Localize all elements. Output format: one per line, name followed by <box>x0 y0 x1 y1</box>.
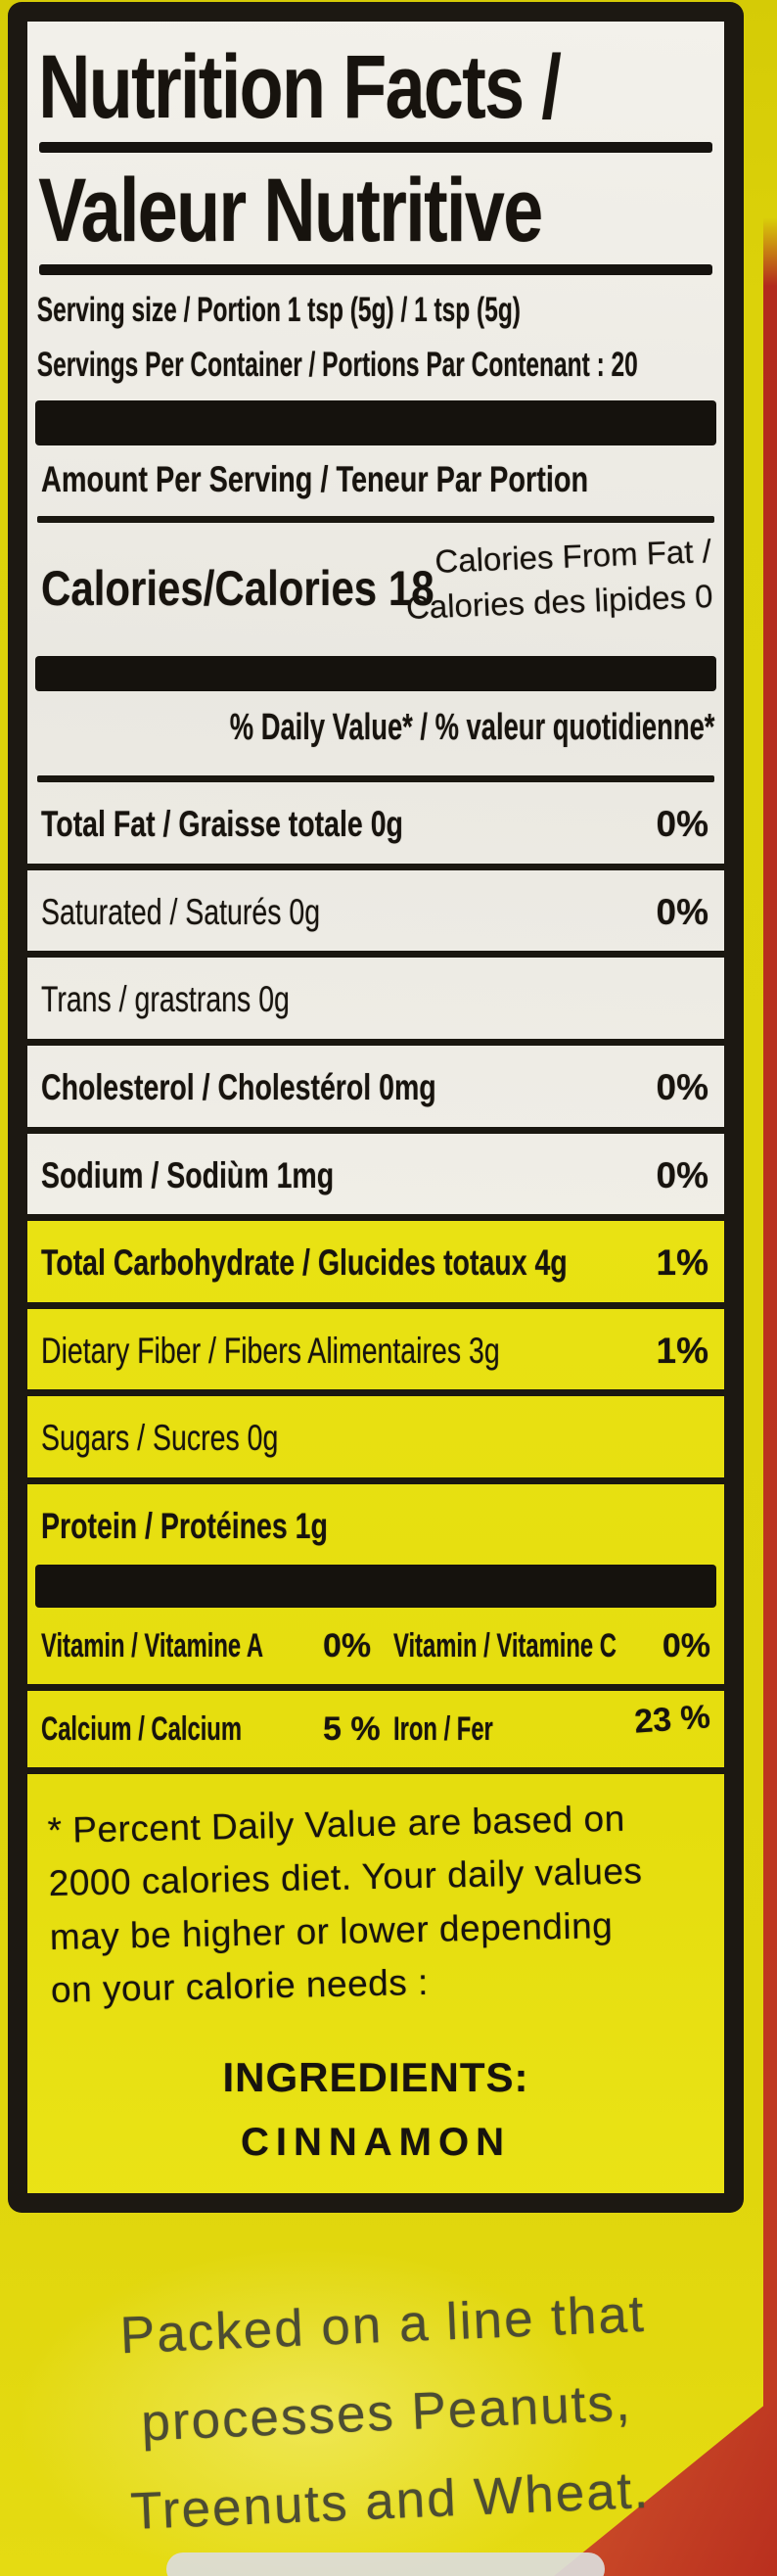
amount-per-serving-text: Amount Per Serving / Teneur Par Portion <box>41 459 589 500</box>
mineral-row: Calcium / Calcium 5 % Iron / Fer 23 % <box>27 1691 724 1775</box>
nutrient-dv: 1% <box>656 1242 708 1284</box>
thick-divider-bar <box>35 656 716 692</box>
nutrient-name: Protein / Protéines 1g <box>41 1505 328 1546</box>
thin-rule <box>37 516 714 524</box>
vitamin-c-label: Vitamin / Vitamine C <box>393 1627 617 1665</box>
iron-label: Iron / Fer <box>393 1710 493 1749</box>
nutrient-name: Saturated / Saturés 0g <box>41 891 321 932</box>
calories-from-fat: Calories From Fat / Calories des lipides… <box>404 529 714 630</box>
nutrient-dv: 1% <box>656 1330 708 1371</box>
nutrient-row-sodium: Sodium / Sodiùm 1mg 0% <box>27 1134 724 1215</box>
label-section-yellow: Total Carbohydrate / Glucides totaux 4g … <box>27 1214 724 2193</box>
allergen-statement: Packed on a line that processes Peanuts,… <box>24 2267 750 2561</box>
daily-value-footnote: * Percent Daily Value are based on 2000 … <box>27 1767 724 2018</box>
calories-main: Calories/Calories 18 <box>41 560 434 617</box>
calories-value: 18 <box>388 561 434 617</box>
nutrient-name: Sugars / Sucres 0g <box>41 1418 279 1459</box>
thin-rule <box>37 775 714 783</box>
thick-divider-bar <box>35 1565 716 1609</box>
calcium-value: 5 % <box>323 1710 381 1749</box>
daily-value-header: % Daily Value* / % valeur quotidienne* <box>229 707 714 749</box>
vitamin-a-value: 0% <box>323 1627 372 1665</box>
nutrient-row-cholesterol: Cholesterol / Cholestérol 0mg 0% <box>27 1046 724 1134</box>
nutrient-row-total-carbohydrate: Total Carbohydrate / Glucides totaux 4g … <box>27 1214 724 1309</box>
thick-divider-bar <box>35 400 716 446</box>
calories-label: Calories/Calories <box>41 561 378 617</box>
nutrient-name: Cholesterol / Cholestérol 0mg <box>41 1066 436 1107</box>
package-edge-red-strip <box>763 217 777 2411</box>
calories-row: Calories/Calories 18 Calories From Fat /… <box>27 533 724 642</box>
vitamin-a-label: Vitamin / Vitamine A <box>41 1627 264 1665</box>
nutrient-dv: 0% <box>656 891 708 932</box>
nutrient-name: Dietary Fiber / Fibers Alimentaires 3g <box>41 1330 500 1371</box>
title-rule <box>39 141 712 153</box>
label-title-en: Nutrition Facts / <box>38 37 562 137</box>
title-rule <box>39 264 712 276</box>
vitamin-row: Vitamin / Vitamine A 0% Vitamin / Vitami… <box>27 1608 724 1692</box>
nutrient-name: Trans / grastrans 0g <box>41 979 290 1020</box>
amount-per-serving: Amount Per Serving / Teneur Par Portion <box>27 459 724 500</box>
nutrient-name: Sodium / Sodiùm 1mg <box>41 1154 335 1195</box>
servings-per-container: Servings Per Container / Portions Par Co… <box>36 346 638 385</box>
label-section-white: Nutrition Facts / Valeur Nutritive Servi… <box>27 22 724 1215</box>
home-indicator[interactable] <box>166 2553 605 2576</box>
nutrient-row-saturated: Saturated / Saturés 0g 0% <box>27 870 724 959</box>
nutrient-row-total-fat: Total Fat / Graisse totale 0g 0% <box>27 782 724 870</box>
nutrient-row-sugars: Sugars / Sucres 0g <box>27 1396 724 1484</box>
vitamin-c-value: 0% <box>662 1627 710 1665</box>
nutrition-label-box: Nutrition Facts / Valeur Nutritive Servi… <box>8 2 744 2213</box>
nutrient-name: Total Fat / Graisse totale 0g <box>41 804 403 845</box>
nutrient-dv: 0% <box>656 804 708 845</box>
nutrient-row-protein: Protein / Protéines 1g <box>27 1484 724 1566</box>
label-title-fr: Valeur Nutritive <box>38 160 543 260</box>
nutrient-dv: 0% <box>656 1154 708 1195</box>
nutrient-row-dietary-fiber: Dietary Fiber / Fibers Alimentaires 3g 1… <box>27 1309 724 1397</box>
serving-size: Serving size / Portion 1 tsp (5g) / 1 ts… <box>36 291 521 330</box>
ingredients-text: CINNAMON <box>241 2120 511 2164</box>
daily-value-header-row: % Daily Value* / % valeur quotidienne* <box>27 699 724 760</box>
nutrient-name: Total Carbohydrate / Glucides totaux 4g <box>41 1242 568 1284</box>
calcium-label: Calcium / Calcium <box>41 1710 243 1749</box>
iron-value: 23 % <box>632 1698 711 1741</box>
ingredients-heading: INGREDIENTS: <box>222 2053 529 2100</box>
nutrient-dv: 0% <box>656 1066 708 1107</box>
nutrient-row-trans: Trans / grastrans 0g <box>27 958 724 1046</box>
